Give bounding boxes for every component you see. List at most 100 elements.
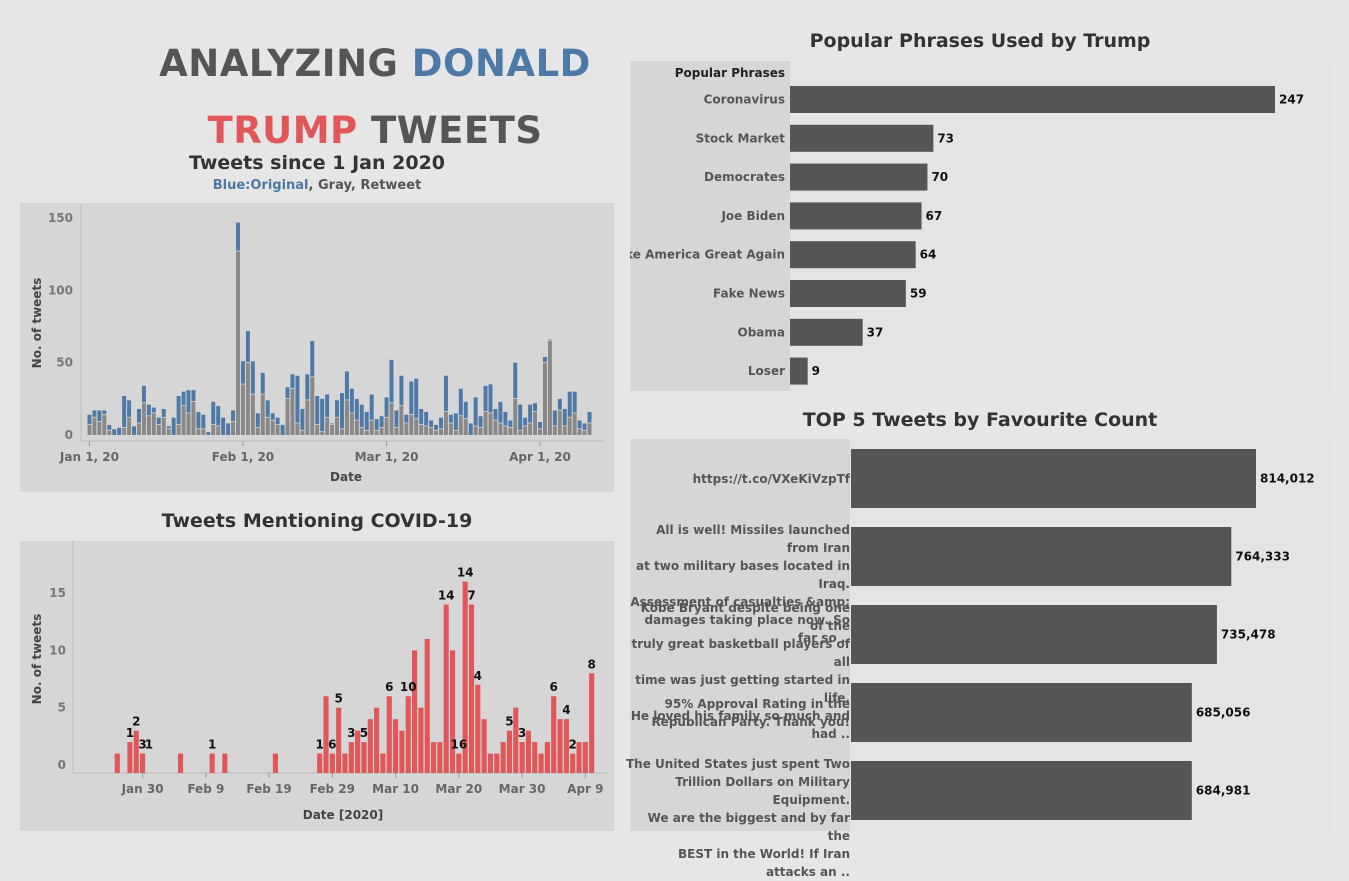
covid-bar <box>424 638 430 773</box>
tweets-bar-original <box>87 414 92 425</box>
top5-bar <box>851 683 1192 742</box>
covid-bar <box>418 707 424 773</box>
tweets-bar-retweet <box>250 394 255 435</box>
title-part-trump: TRUMP <box>207 109 358 152</box>
top5-tweet-label-line: The United States just spent Two <box>626 756 850 771</box>
covid-bar-value-label: 3 <box>138 738 146 752</box>
covid-bar-value-label: 1 <box>208 738 216 752</box>
tweets-chart-title: Tweets since 1 Jan 2020 <box>188 152 446 174</box>
tweets-bar-original <box>503 411 508 426</box>
tweets-bar-retweet <box>458 416 463 435</box>
tweets-bar-original <box>107 424 112 430</box>
covid-bar-value-label: 2 <box>132 715 140 729</box>
top5-bar <box>851 761 1192 820</box>
top5-bar-value-label: 684,981 <box>1196 784 1251 798</box>
top5-tweet-label-line: He loved his family so much and had .. <box>630 708 850 741</box>
covid-bar <box>329 753 335 773</box>
tweets-bar-retweet <box>419 424 424 435</box>
covid-bar-value-label: 14 <box>438 589 455 603</box>
tweets-bar-retweet <box>404 423 409 435</box>
tweets-bar-retweet <box>285 398 290 435</box>
tweets-bar-retweet <box>429 427 434 435</box>
tweets-bar-original <box>374 419 379 430</box>
tweets-bar-original <box>226 423 231 435</box>
tweets-bar-original <box>359 404 364 427</box>
covid-bar <box>399 730 405 773</box>
top5-bar-chart: 814,012 764,333 735,478 685,056 684,981 <box>850 439 1330 831</box>
covid-bar <box>342 753 348 773</box>
covid-bar <box>361 742 367 773</box>
tweets-bar-original <box>473 397 478 426</box>
tweets-bar-retweet <box>196 429 201 435</box>
tweets-bar-retweet <box>414 419 419 435</box>
covid-bar-value-label: 3 <box>347 726 355 740</box>
tweets-bar-original <box>320 398 325 432</box>
tweets-y-tick-label: 100 <box>48 283 73 297</box>
tweets-bar-original <box>404 414 409 423</box>
top5-bar-value-label: 735,478 <box>1221 628 1276 642</box>
tweets-bar-original <box>399 375 404 406</box>
covid-bar-value-label: 14 <box>457 566 474 580</box>
covid-bar <box>506 730 513 773</box>
covid-chart-title: Tweets Mentioning COVID-19 <box>161 510 473 532</box>
tweets-bar-original <box>557 398 562 410</box>
tweets-stacked-bar-chart: 0 50 100 150 Jan 1, 20 Feb 1, 20 Mar 1, 20 Apr … <box>30 205 604 484</box>
tweets-chart-panel: 0 50 100 150 Jan 1, 20 Feb 1, 20 Mar 1, 20 Apr … <box>20 203 614 492</box>
covid-bar-value-label: 4 <box>562 703 570 717</box>
covid-bar <box>367 719 373 773</box>
covid-bar <box>443 604 449 773</box>
tweets-bar-original <box>419 408 424 425</box>
tweets-bar-original <box>102 410 107 414</box>
tweets-bar-original <box>508 420 513 427</box>
phrase-bar <box>790 202 922 230</box>
top5-tweet-label-line: https://t.co/VXeKiVzpTf <box>692 471 850 486</box>
covid-bar <box>222 753 228 773</box>
covid-bar-value-label: 10 <box>400 680 417 694</box>
tweets-bar-retweet <box>305 400 310 435</box>
tweets-bar-retweet <box>587 423 592 435</box>
tweets-bar-original <box>384 397 389 417</box>
tweets-bar-original <box>231 410 236 422</box>
covid-bar <box>468 604 475 773</box>
top5-tweet-label: All is well! Missiles launched from Iran… <box>625 521 850 647</box>
tweets-bar-original <box>255 413 260 427</box>
tweets-bar-original <box>354 398 359 420</box>
covid-bar <box>589 673 595 773</box>
tweets-bar-original <box>552 410 557 426</box>
tweets-y-tick-label: 150 <box>48 211 73 225</box>
tweets-bar-original <box>335 400 339 417</box>
covid-x-tick-label: Apr 9 <box>567 782 603 796</box>
tweets-bar-retweet <box>424 426 429 435</box>
covid-bar-value-label: 3 <box>518 726 526 740</box>
tweets-bar-original <box>201 414 206 429</box>
phrase-label: Coronavirus <box>704 93 785 107</box>
covid-bar <box>272 753 278 773</box>
phrase-label: Fake News <box>713 287 785 301</box>
covid-bar <box>570 753 576 773</box>
tweets-x-tick-label: Mar 1, 20 <box>355 450 419 464</box>
tweets-bar-original <box>161 408 166 417</box>
tweets-bar-retweet <box>493 420 498 435</box>
tweets-bar-retweet <box>542 362 547 435</box>
top5-tweet-label-line: Trillion Dollars on Military Equipment. <box>675 774 850 807</box>
tweets-bar-retweet <box>349 413 354 435</box>
tweets-bar-retweet <box>245 362 250 435</box>
tweets-bar-retweet <box>399 406 404 435</box>
covid-bar <box>456 753 462 773</box>
tweets-bar-original <box>349 388 354 413</box>
tweets-bar-retweet <box>211 424 216 435</box>
covid-bar <box>462 581 468 773</box>
top5-bar <box>851 605 1217 664</box>
tweets-bar-retweet <box>572 413 577 435</box>
dashboard-title: ANALYZING DONALD TRUMP TWEETS <box>150 30 600 164</box>
tweets-bar-original <box>538 421 542 429</box>
top5-tweet-label-line: We are the biggest and by far the <box>647 810 850 843</box>
tweets-bar-retweet <box>325 417 330 435</box>
covid-bar-value-label: 6 <box>385 680 393 694</box>
tweets-bar-retweet <box>255 427 260 435</box>
tweets-bar-retweet <box>503 426 508 435</box>
tweets-bar-retweet <box>295 423 300 435</box>
tweets-bar-retweet <box>523 426 528 435</box>
covid-bar <box>393 719 399 773</box>
top5-bar <box>851 527 1232 586</box>
